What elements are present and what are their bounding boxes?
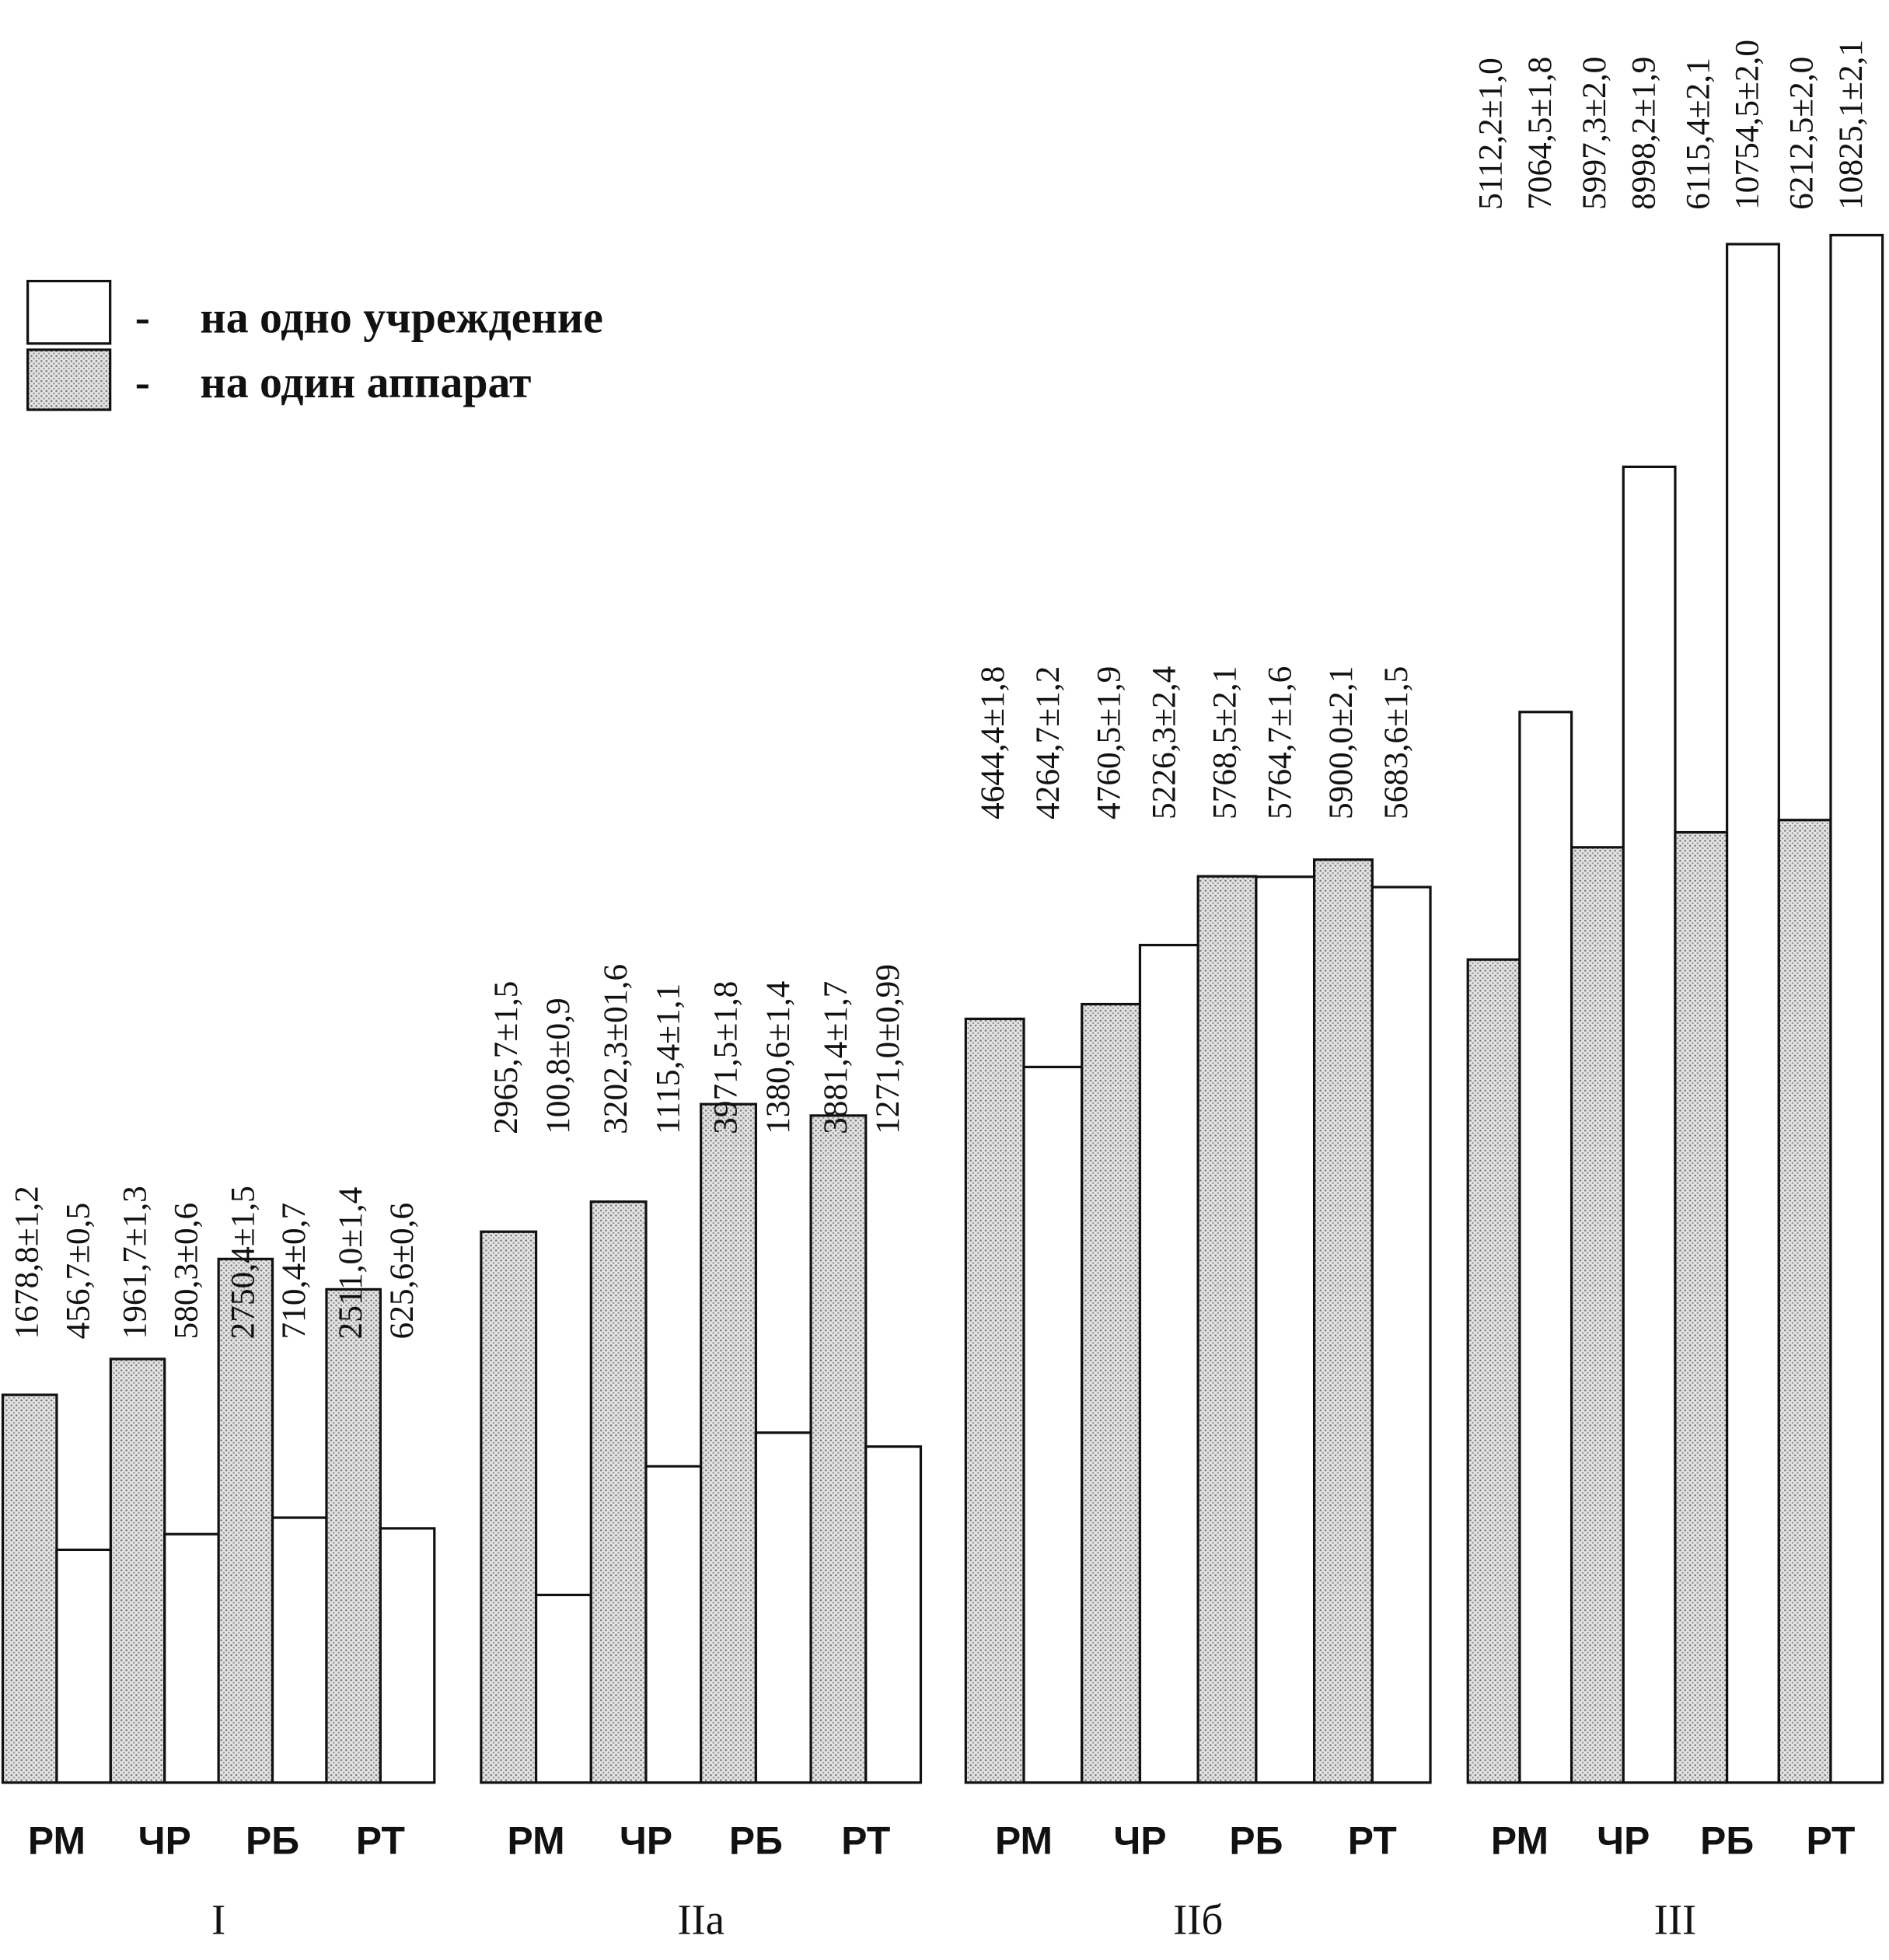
category-tick-label: РМ [995,1819,1053,1862]
group-label: IIб [1173,1895,1223,1943]
category-tick-label: РМ [508,1819,565,1862]
data-label-apparatus: 3881,4±1,7 [817,981,854,1134]
bar-institution-I-РБ [271,1516,328,1784]
bar-apparatus-I-ЧР [109,1357,166,1784]
legend-swatch-institution [26,279,112,345]
data-label-apparatus: 6115,4±2,1 [1679,58,1716,210]
category-tick-label: РТ [841,1819,890,1862]
legend-label-apparatus: на один аппарат [200,357,531,407]
data-label-apparatus: 3971,5±1,8 [707,981,745,1134]
data-label-institution: 7064,5±1,8 [1521,57,1559,210]
legend: - на одно учреждение - на один аппарат [26,279,603,411]
data-label-institution: 1271,0±0,99 [869,964,906,1134]
category-tick-label: РБ [1229,1819,1283,1862]
data-label-institution: 1380,6±1,4 [759,980,797,1134]
bar-institution-IIб-РБ [1255,875,1316,1784]
bar-institution-IIб-РТ [1370,886,1432,1784]
data-label-apparatus: 2511,0±1,4 [332,1186,369,1339]
data-label-apparatus: 4644,4±1,8 [974,666,1011,819]
category-tick-label: ЧР [1113,1819,1166,1862]
category-tick-label: РМ [28,1819,86,1862]
bar-apparatus-I-РМ [1,1393,58,1784]
category-tick-label: РТ [356,1819,405,1862]
bar-apparatus-III-РТ [1777,819,1832,1784]
data-label-institution: 100,8±0,9 [539,997,577,1134]
data-label-institution: 580,3±0,6 [167,1203,204,1340]
data-label-institution: 456,7±0,5 [60,1203,97,1340]
data-label-apparatus: 1961,7±1,3 [116,1186,153,1339]
bar-institution-IIб-ЧР [1138,943,1199,1784]
legend-dash-apparatus: - [135,357,150,407]
data-label-apparatus: 6212,5±2,0 [1783,57,1821,210]
bar-apparatus-IIа-ЧР [589,1200,648,1784]
legend-label-institution: на одно учреждение [200,292,602,342]
legend-swatch-apparatus [26,348,112,411]
bar-apparatus-IIб-РМ [964,1017,1025,1784]
category-tick-label: ЧР [1597,1819,1650,1862]
category-tick-label: ЧР [138,1819,191,1862]
data-label-apparatus: 5112,2±1,0 [1472,58,1510,210]
bar-institution-IIб-РМ [1022,1065,1084,1784]
bar-apparatus-III-РБ [1674,830,1729,1784]
data-label-institution: 5683,6±1,5 [1377,666,1415,819]
bar-apparatus-IIб-РБ [1196,875,1258,1784]
data-label-apparatus: 5997,3±2,0 [1576,57,1613,210]
bar-institution-I-РТ [379,1527,436,1784]
bar-apparatus-IIа-РМ [480,1230,538,1784]
category-tick-label: РМ [1491,1819,1549,1862]
data-label-apparatus: 2750,4±1,5 [224,1186,261,1339]
bar-institution-IIа-РМ [534,1593,592,1784]
category-tick-label: РБ [729,1819,783,1862]
bar-apparatus-IIа-РТ [809,1114,868,1784]
bar-apparatus-III-ЧР [1570,846,1625,1784]
data-label-institution: 625,6±0,6 [383,1203,421,1340]
bar-institution-III-РБ [1726,243,1780,1784]
category-tick-label: РБ [1700,1819,1754,1862]
bar-institution-IIа-ЧР [644,1465,703,1784]
bar-apparatus-IIб-ЧР [1081,1002,1142,1784]
data-label-apparatus: 1678,8±1,2 [9,1186,46,1339]
bar-apparatus-III-РМ [1466,958,1521,1784]
data-label-institution: 5764,7±1,6 [1262,666,1299,819]
bar-institution-IIа-РТ [864,1445,923,1784]
data-label-institution: 4264,7±1,2 [1029,666,1067,819]
data-label-institution: 10754,5±2,0 [1729,40,1766,210]
group-label: IIа [677,1895,725,1943]
category-tick-label: ЧР [620,1819,672,1862]
data-label-institution: 10825,1±2,1 [1832,40,1870,210]
bar-apparatus-I-РТ [325,1287,382,1784]
data-label-institution: 5226,3±2,4 [1145,666,1182,819]
bar-institution-III-ЧР [1622,465,1677,1784]
bar-apparatus-IIб-РТ [1312,858,1374,1784]
bar-institution-IIа-РБ [754,1431,812,1784]
legend-dash-institution: - [135,292,150,342]
bar-institution-III-РМ [1518,711,1573,1784]
bar-institution-I-ЧР [163,1532,220,1784]
category-tick-label: РБ [246,1819,299,1862]
group-label: I [211,1895,225,1943]
data-label-institution: 710,4±0,7 [275,1203,313,1340]
bar-apparatus-IIа-РБ [700,1102,757,1784]
group-label: III [1654,1895,1697,1943]
bar-institution-I-РМ [55,1548,112,1784]
category-tick-label: РТ [1807,1819,1856,1862]
bar-institution-III-РТ [1829,233,1884,1784]
data-label-institution: 8998,2±1,9 [1625,57,1662,210]
category-tick-label: РТ [1348,1819,1397,1862]
data-label-apparatus: 5900,0±2,1 [1322,666,1360,819]
bar-apparatus-I-РБ [217,1257,274,1784]
data-label-apparatus: 3202,3±01,6 [597,964,634,1134]
data-label-institution: 1115,4±1,1 [649,983,686,1134]
data-label-apparatus: 5768,5±2,1 [1206,666,1244,819]
data-label-apparatus: 4760,5±1,9 [1090,666,1127,819]
data-label-apparatus: 2965,7±1,5 [487,981,525,1134]
